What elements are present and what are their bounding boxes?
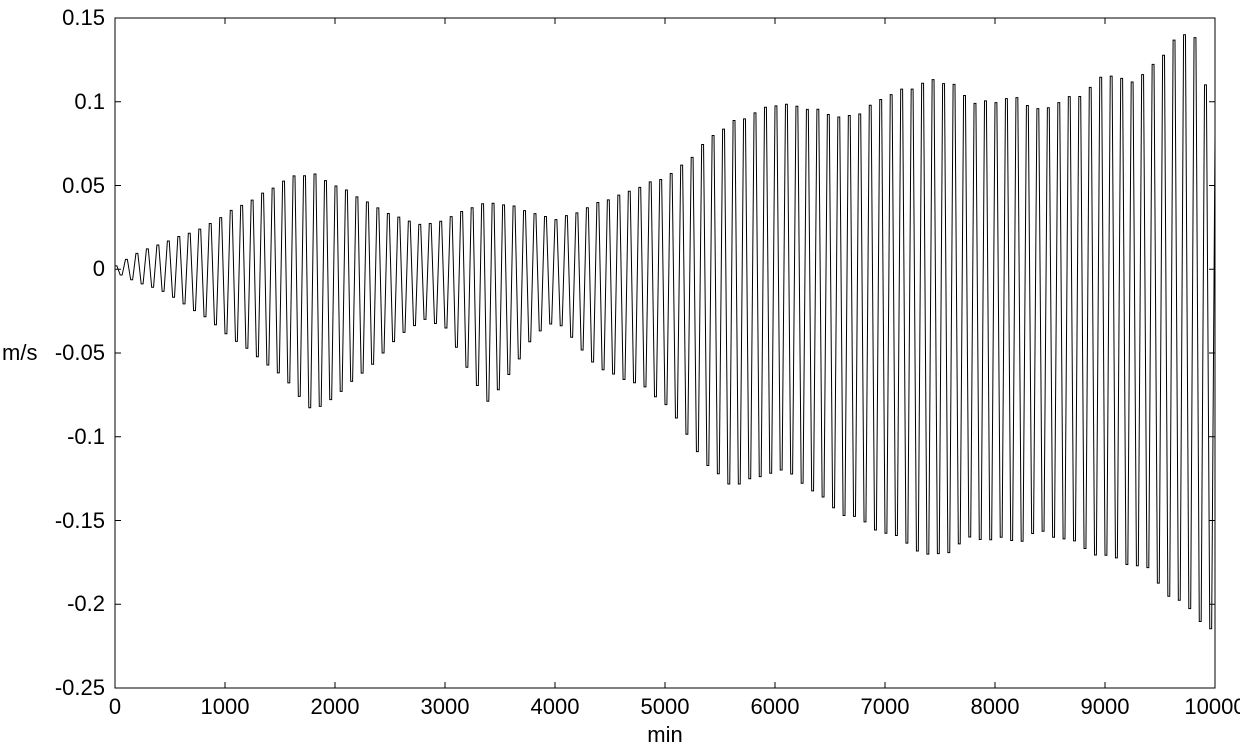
x-tick-label: 3000 (421, 694, 470, 720)
x-tick-label: 1000 (201, 694, 250, 720)
y-tick-label: 0 (93, 256, 105, 282)
y-tick-label: -0.15 (55, 508, 105, 534)
x-tick-label: 7000 (861, 694, 910, 720)
chart-svg (0, 0, 1240, 754)
y-tick-label: 0.05 (62, 173, 105, 199)
x-tick-label: 10000 (1184, 694, 1240, 720)
x-tick-label: 0 (109, 694, 121, 720)
x-tick-label: 9000 (1081, 694, 1130, 720)
x-tick-label: 2000 (311, 694, 360, 720)
y-tick-label: 0.1 (74, 89, 105, 115)
x-tick-label: 4000 (531, 694, 580, 720)
y-tick-label: -0.1 (67, 424, 105, 450)
x-axis-label: min (647, 722, 682, 748)
y-tick-label: -0.25 (55, 675, 105, 701)
oscillation-chart: 0 1000 2000 3000 4000 5000 6000 7000 8000 9000 100… (0, 0, 1240, 754)
x-tick-label: 8000 (971, 694, 1020, 720)
x-tick-label: 5000 (641, 694, 690, 720)
y-tick-label: -0.05 (55, 340, 105, 366)
y-axis-label: m/s (2, 340, 37, 366)
x-tick-label: 6000 (751, 694, 800, 720)
y-tick-label: -0.2 (67, 591, 105, 617)
y-tick-label: 0.15 (62, 5, 105, 31)
